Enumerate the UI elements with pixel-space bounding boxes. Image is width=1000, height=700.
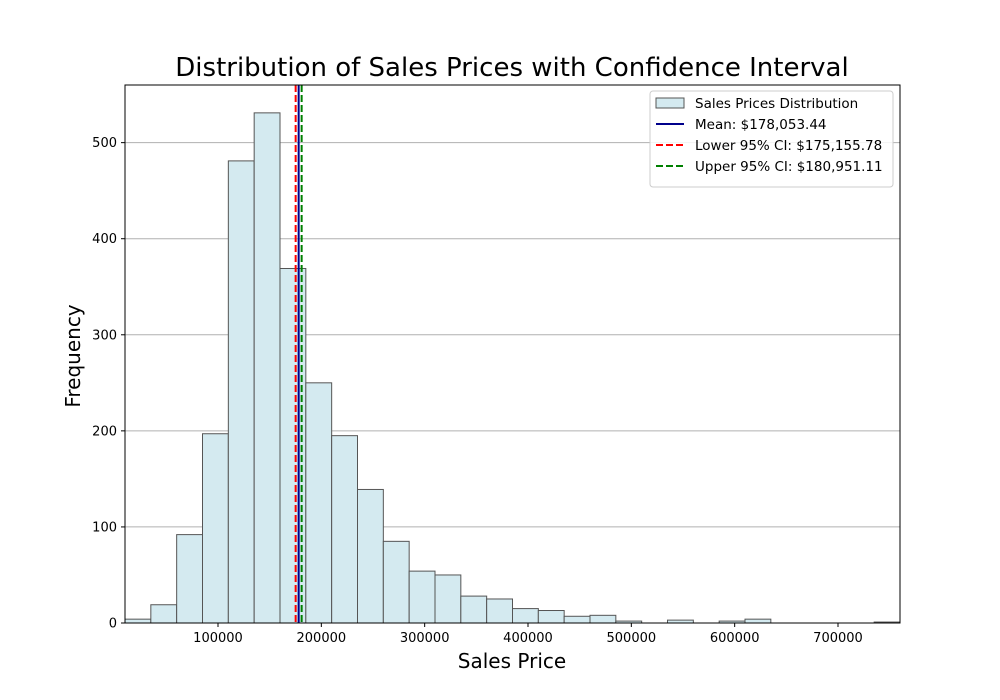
x-tick-label: 300000 (400, 631, 450, 646)
legend: Sales Prices Distribution Mean: $178,053.… (649, 90, 894, 188)
histogram-bar (563, 615, 591, 624)
legend-label: Mean: $178,053.44 (695, 117, 827, 133)
histogram-bar (408, 570, 436, 624)
histogram-bar (537, 610, 565, 624)
y-axis-label: Frequency (61, 304, 85, 407)
histogram-bar (305, 382, 333, 624)
y-tick-label: 0 (109, 617, 117, 632)
x-tick-label: 600000 (710, 631, 760, 646)
histogram-bar (331, 435, 358, 624)
reference-lines (294, 85, 303, 623)
y-tick-label: 300 (92, 328, 117, 343)
x-tick-label: 400000 (503, 631, 553, 646)
legend-box (649, 90, 894, 188)
legend-swatch (655, 97, 685, 109)
x-axis-label: Sales Price (458, 649, 566, 673)
histogram-bar (124, 618, 152, 624)
histogram-bars (124, 112, 901, 624)
histogram-bar (744, 618, 772, 624)
y-tick-label: 100 (92, 520, 117, 535)
histogram-bar (150, 604, 178, 624)
legend-label: Lower 95% CI: $175,155.78 (695, 138, 882, 154)
histogram-bar (176, 534, 204, 624)
x-axis-ticks: 100000 200000 300000 400000 500000 600000 7000… (193, 623, 863, 646)
histogram-bar (512, 608, 539, 624)
histogram-bar (460, 595, 488, 624)
histogram-bar (589, 614, 617, 624)
legend-label: Sales Prices Distribution (695, 96, 858, 112)
histogram-bar (227, 160, 255, 624)
x-tick-label: 700000 (813, 631, 863, 646)
histogram-bar (357, 488, 384, 624)
chart-title: Distribution of Sales Prices with Confid… (175, 53, 848, 83)
x-tick-label: 200000 (297, 631, 347, 646)
y-tick-label: 200 (92, 424, 117, 439)
x-tick-label: 500000 (607, 631, 657, 646)
y-tick-label: 500 (92, 136, 117, 151)
histogram-bar (382, 540, 410, 624)
x-tick-label: 100000 (193, 631, 243, 646)
legend-label: Upper 95% CI: $180,951.11 (695, 159, 883, 175)
histogram-bar (486, 598, 513, 624)
histogram-bar (434, 574, 462, 624)
y-axis-ticks: 0 100 200 300 400 500 (92, 136, 125, 632)
histogram-bar (253, 112, 281, 624)
y-tick-label: 400 (92, 232, 117, 247)
plot-frame (124, 84, 901, 624)
histogram-bar (202, 433, 229, 624)
